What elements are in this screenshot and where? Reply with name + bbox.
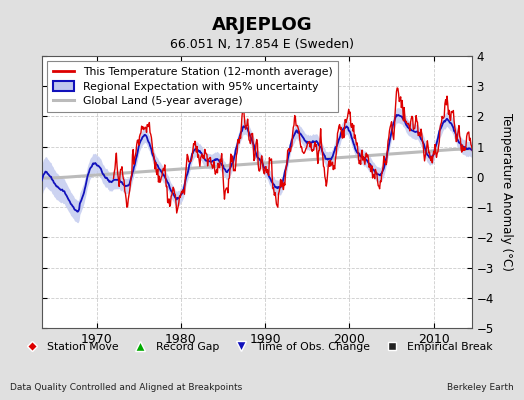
Legend: Station Move, Record Gap, Time of Obs. Change, Empirical Break: Station Move, Record Gap, Time of Obs. C… [18,339,496,355]
Text: 66.051 N, 17.854 E (Sweden): 66.051 N, 17.854 E (Sweden) [170,38,354,51]
Legend: This Temperature Station (12-month average), Regional Expectation with 95% uncer: This Temperature Station (12-month avera… [47,62,339,112]
Text: ARJEPLOG: ARJEPLOG [212,16,312,34]
Y-axis label: Temperature Anomaly (°C): Temperature Anomaly (°C) [500,113,514,271]
Text: Berkeley Earth: Berkeley Earth [447,383,514,392]
Text: Data Quality Controlled and Aligned at Breakpoints: Data Quality Controlled and Aligned at B… [10,383,243,392]
